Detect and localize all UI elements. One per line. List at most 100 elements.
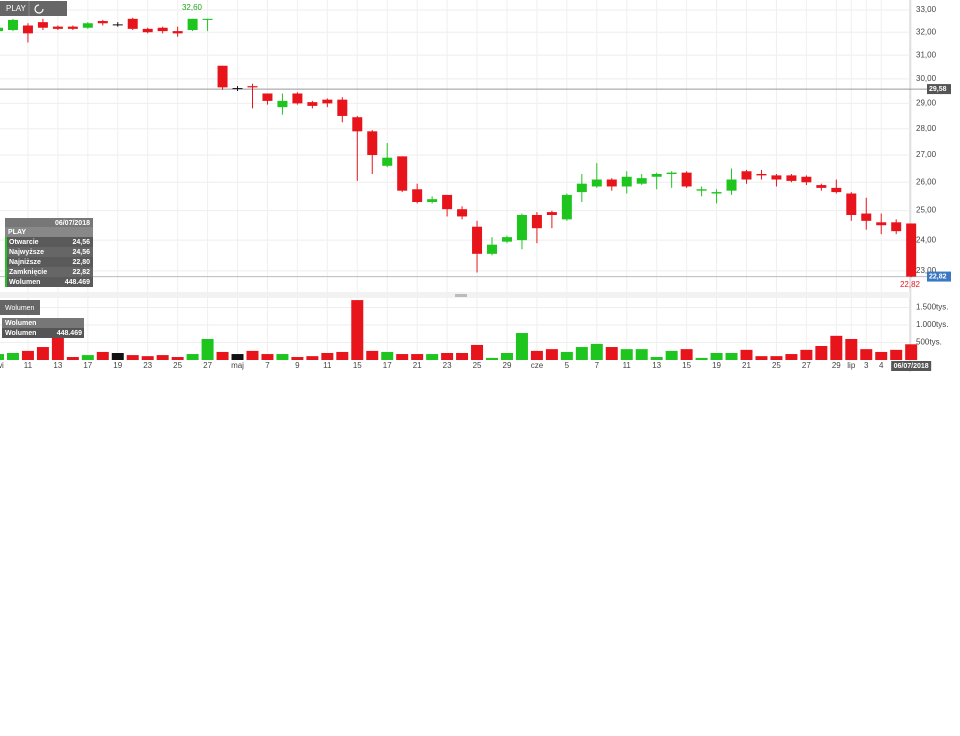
x-tick-label: 15: [682, 361, 691, 370]
candle-body: [52, 26, 63, 29]
volume-bar: [515, 333, 528, 360]
candle-body: [516, 214, 527, 241]
volume-tick-label: 1.500tys.: [916, 303, 948, 312]
x-tick-label: 3: [864, 361, 869, 370]
info-value: 448.469: [65, 279, 90, 286]
candle-body: [531, 214, 542, 229]
candle-body: [891, 222, 902, 232]
x-tick-label: 29: [503, 361, 512, 370]
info-row-marker: [5, 247, 7, 257]
volume-bar: [321, 352, 334, 360]
x-tick-label: 27: [203, 361, 212, 370]
candle-body: [636, 178, 647, 184]
x-tick-label: maj: [231, 361, 244, 370]
volume-bar: [0, 354, 4, 360]
max-label: 32,60: [182, 3, 203, 12]
x-tick-label: cze: [531, 361, 544, 370]
info-row: [5, 257, 93, 267]
symbol-box[interactable]: [0, 1, 67, 16]
volume-bar: [725, 352, 738, 360]
candle-body: [127, 18, 138, 29]
volume-bar: [710, 352, 723, 360]
volume-bar: [471, 344, 484, 360]
candle-body: [457, 209, 468, 217]
candle-body: [67, 26, 78, 29]
info-row-marker: [5, 237, 7, 247]
x-tick-label: 7: [265, 361, 270, 370]
candle-body: [561, 194, 572, 220]
volume-bar: [740, 349, 753, 360]
candle-body: [741, 171, 752, 180]
candle-body: [7, 19, 18, 30]
volume-bar: [156, 355, 169, 360]
volume-bar: [680, 349, 693, 360]
candle-body: [397, 156, 408, 191]
volume-bar: [605, 347, 618, 360]
info-date: 06/07/2018: [55, 220, 90, 227]
info-name-row: [5, 227, 93, 237]
candle-body: [861, 213, 872, 221]
x-tick-label: 21: [742, 361, 751, 370]
candle-body: [172, 31, 183, 34]
close-label: 22,82: [900, 280, 921, 289]
x-tick-label: 23: [443, 361, 452, 370]
refresh-icon[interactable]: [34, 4, 44, 14]
volume-tick-label: 500tys.: [916, 338, 942, 347]
candle-body: [307, 102, 318, 106]
volume-bar: [456, 352, 469, 360]
volume-bar: [845, 338, 858, 360]
volume-bar: [366, 350, 379, 360]
volume-bar: [216, 351, 229, 360]
candle-body: [217, 65, 228, 88]
candle-body: [501, 237, 512, 242]
x-tick-label: 7: [595, 361, 600, 370]
candle-body: [681, 172, 692, 187]
volume-info-header: Wolumen: [5, 320, 36, 327]
volume-bar: [530, 350, 543, 360]
volume-button[interactable]: [0, 300, 40, 315]
reference-line-pill: [927, 84, 951, 95]
x-tick-label: 25: [173, 361, 182, 370]
volume-bar: [336, 351, 349, 360]
x-tick-label: 13: [652, 361, 661, 370]
candle-body: [816, 185, 827, 188]
volume-bar: [755, 356, 768, 360]
x-tick-label: 11: [323, 361, 332, 370]
volume-bar: [381, 351, 394, 360]
info-value: 24,56: [72, 239, 90, 246]
candle-body: [82, 23, 93, 28]
x-tick-label: 4: [879, 361, 884, 370]
volume-bar: [635, 349, 648, 360]
volume-bar: [875, 351, 888, 360]
x-tick-label: 29: [832, 361, 841, 370]
candle-body: [621, 176, 632, 187]
volume-bar: [201, 338, 214, 360]
candle-body: [756, 174, 767, 176]
candle-body: [711, 192, 722, 194]
info-key: Otwarcie: [9, 239, 39, 246]
volume-bar: [860, 349, 873, 360]
y-tick-label: 27,00: [916, 150, 937, 159]
info-row: [5, 267, 93, 277]
date-pill: [891, 361, 932, 371]
info-key: Wolumen: [9, 279, 40, 286]
volume-bar: [81, 355, 94, 360]
volume-bar: [186, 354, 199, 360]
divider-handle[interactable]: [455, 294, 467, 297]
candle-body: [262, 93, 273, 101]
candle-body: [292, 93, 303, 104]
volume-info-key: Wolumen: [5, 330, 36, 337]
x-tick-label: 11: [623, 361, 632, 370]
x-tick-label: 13: [53, 361, 62, 370]
candle-body: [112, 24, 123, 26]
x-tick-label: 17: [383, 361, 392, 370]
volume-title: Wolumen: [5, 305, 35, 312]
info-row: [5, 277, 93, 287]
candle-body: [277, 100, 288, 108]
candle-body: [831, 187, 842, 193]
volume-bar: [665, 350, 678, 360]
x-tick-label: 25: [772, 361, 781, 370]
volume-bar: [291, 357, 304, 360]
volume-bar: [261, 354, 274, 360]
candle-body: [846, 193, 857, 215]
